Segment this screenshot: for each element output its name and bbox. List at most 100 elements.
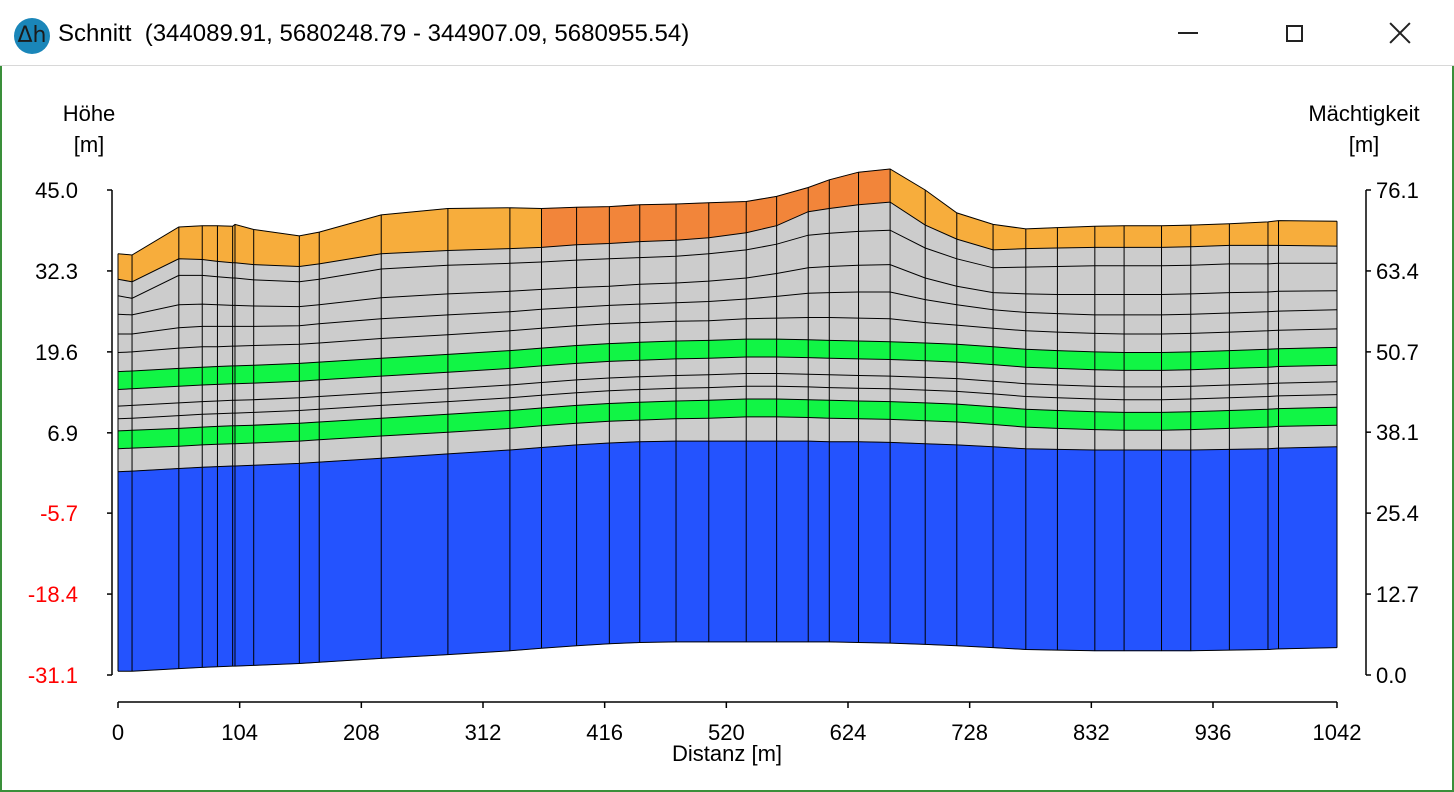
- layer-blue-6-segment: [807, 440, 830, 643]
- left-axis-tick-label: -18.4: [28, 582, 78, 607]
- layer-blue-6-segment: [675, 440, 710, 643]
- window-title: Schnitt (344089.91, 5680248.79 - 344907.…: [58, 20, 690, 47]
- layer-grey-3-segment: [828, 357, 859, 402]
- layer-top-0-segment: [541, 206, 577, 248]
- x-axis-tick-label: 832: [1073, 720, 1110, 745]
- layer-green-4-segment: [509, 407, 542, 429]
- maximize-icon: [1285, 24, 1303, 42]
- layer-top-0-segment: [380, 208, 449, 255]
- layer-1-top-line: [117, 201, 1338, 283]
- layer-grey-5-segment: [807, 417, 830, 443]
- layer-blue-6-segment: [447, 449, 511, 655]
- layer-grey-3-segment: [1094, 369, 1125, 413]
- cross-section-chart[interactable]: Höhe [m] Mächtigkeit [m] 45.0 32.3 19.6 6.9…: [0, 66, 1454, 790]
- layer-grey-3-segment: [117, 388, 133, 432]
- layer-green-2-segment: [992, 346, 1027, 368]
- lines-group: [117, 168, 1338, 672]
- layer-0-top-line: [117, 168, 1338, 256]
- layer-green-2-segment: [298, 361, 320, 382]
- layer-grey-5-segment: [576, 420, 610, 446]
- layer-grey-1-segment: [776, 211, 809, 341]
- layer-grey-3-segment: [178, 384, 203, 429]
- layer-grey-3-segment: [318, 375, 382, 423]
- layer-top-0-segment: [807, 179, 830, 213]
- layer-grey-3-segment: [675, 357, 710, 402]
- window-border-left: [0, 66, 2, 792]
- layer-blue-6-segment: [576, 442, 610, 647]
- layer-grey-5-segment: [131, 445, 180, 472]
- layer-blue-6-segment: [1123, 449, 1162, 652]
- minimize-button[interactable]: [1140, 0, 1236, 66]
- layer-grey-5-segment: [889, 419, 926, 445]
- layer-grey-1-segment: [1267, 245, 1279, 350]
- layer-green-4-segment: [807, 399, 830, 419]
- layer-grey-3-segment: [1278, 364, 1338, 409]
- layer-green-4-segment: [1123, 412, 1162, 431]
- delta-h-icon: Δh: [14, 18, 50, 54]
- layer-grey-3-segment: [234, 382, 254, 427]
- layer-grey-1-segment: [708, 232, 747, 341]
- layer-3-top-line: [117, 356, 1338, 390]
- layer-grey-1-segment: [1278, 245, 1338, 350]
- layer-green-4-segment: [117, 429, 133, 450]
- layer-grey-1-segment: [1229, 245, 1269, 351]
- layer-grey-5-segment: [234, 442, 254, 467]
- layer-green-4-segment: [1267, 408, 1279, 428]
- layer-4-top-line: [117, 398, 1338, 432]
- layer-grey-1-segment: [1190, 245, 1230, 353]
- layer-grey-5-segment: [828, 417, 859, 443]
- left-axis-label-line1: Höhe: [63, 101, 116, 126]
- layer-grey-3-segment: [776, 356, 809, 401]
- layer-blue-6-segment: [956, 444, 994, 648]
- layer-grey-1-segment: [1025, 247, 1058, 351]
- layer-blue-6-segment: [924, 443, 958, 647]
- layer-top-0-segment: [1123, 225, 1162, 248]
- layer-grey-5-segment: [1123, 429, 1162, 451]
- close-button[interactable]: [1352, 0, 1448, 66]
- layer-blue-6-segment: [541, 444, 577, 649]
- layer-green-2-segment: [1057, 350, 1096, 371]
- layer-top-0-segment: [234, 224, 254, 265]
- layer-green-4-segment: [217, 425, 233, 445]
- layer-grey-3-segment: [1190, 368, 1230, 413]
- layer-grey-5-segment: [745, 416, 777, 442]
- layer-green-2-segment: [1278, 347, 1338, 367]
- right-axis-tick-label: 50.7: [1376, 340, 1419, 365]
- layer-grey-5-segment: [924, 420, 958, 446]
- layer-green-4-segment: [201, 426, 218, 446]
- layer-grey-3-segment: [807, 357, 830, 401]
- layer-grey-3-segment: [858, 358, 891, 402]
- layer-top-0-segment: [298, 231, 320, 267]
- layer-6-top-line: [117, 440, 1338, 473]
- layer-grey-3-segment: [1123, 370, 1162, 413]
- layer-top-0-segment: [201, 225, 218, 262]
- title-bar[interactable]: Δh Schnitt (344089.91, 5680248.79 - 3449…: [0, 0, 1454, 66]
- layer-green-2-segment: [1190, 350, 1230, 371]
- left-axis-tick-label: -5.7: [40, 501, 78, 526]
- layers-group: [117, 168, 1338, 672]
- layer-grey-3-segment: [1057, 368, 1096, 413]
- layer-blue-6-segment: [298, 461, 320, 664]
- layer-green-2-segment: [1094, 351, 1125, 371]
- layer-grey-5-segment: [708, 416, 747, 442]
- layer-top-0-segment: [447, 207, 511, 251]
- layer-green-4-segment: [745, 398, 777, 418]
- layer-green-4-segment: [956, 403, 994, 425]
- layer-grey-5-segment: [858, 418, 891, 443]
- maximize-button[interactable]: [1246, 0, 1342, 66]
- layer-grey-5-segment: [1025, 426, 1058, 450]
- layer-green-4-segment: [675, 399, 710, 420]
- internal-boundary-2: [118, 291, 1338, 335]
- layer-grey-3-segment: [298, 379, 320, 424]
- layer-grey-5-segment: [201, 443, 218, 468]
- layer-green-4-segment: [1161, 411, 1192, 431]
- layer-top-0-segment: [576, 206, 610, 246]
- layer-grey-1-segment: [992, 248, 1027, 350]
- layer-green-2-segment: [1123, 352, 1162, 371]
- layer-blue-6-segment: [1267, 447, 1279, 650]
- layer-top-0-segment: [858, 168, 891, 206]
- layer-top-0-segment: [608, 204, 641, 244]
- layer-grey-5-segment: [956, 421, 994, 448]
- right-axis-tick-label: 0.0: [1376, 663, 1407, 688]
- layer-green-2-segment: [608, 341, 641, 362]
